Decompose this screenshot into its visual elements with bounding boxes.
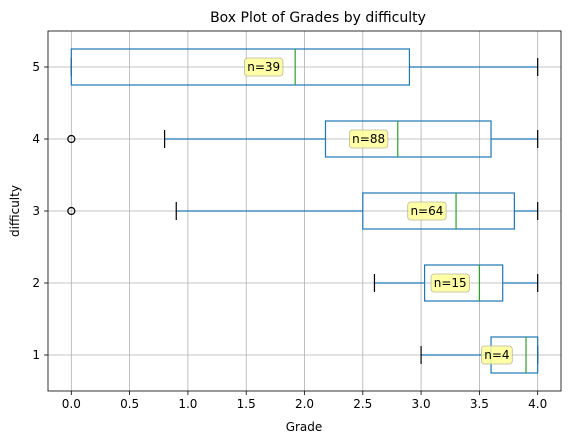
box-group-difficulty-2: n=15 xyxy=(374,265,537,301)
y-tick-label: 5 xyxy=(32,60,40,74)
count-label: n=64 xyxy=(410,204,443,218)
chart-title: Box Plot of Grades by difficulty xyxy=(210,10,426,26)
y-axis-ticks: 1 2 3 4 5 xyxy=(32,60,48,362)
x-tick-label: 0.0 xyxy=(62,397,81,411)
x-tick-label: 0.5 xyxy=(120,397,139,411)
count-label: n=15 xyxy=(434,276,467,290)
x-tick-label: 1.0 xyxy=(178,397,197,411)
x-tick-label: 1.5 xyxy=(237,397,256,411)
count-label: n=4 xyxy=(484,348,509,362)
x-tick-label: 2.5 xyxy=(353,397,372,411)
x-tick-label: 2.0 xyxy=(295,397,314,411)
x-tick-label: 4.0 xyxy=(528,397,547,411)
count-label: n=39 xyxy=(247,60,280,74)
count-label: n=88 xyxy=(352,132,385,146)
y-tick-label: 1 xyxy=(32,348,40,362)
x-tick-label: 3.5 xyxy=(470,397,489,411)
y-axis-label: difficulty xyxy=(8,185,22,237)
y-tick-label: 4 xyxy=(32,132,40,146)
x-tick-label: 3.0 xyxy=(412,397,431,411)
x-axis-ticks: 0.0 0.5 1.0 1.5 2.0 2.5 3.0 3.5 4.0 xyxy=(62,391,547,411)
x-axis-label: Grade xyxy=(286,420,323,434)
y-tick-label: 3 xyxy=(32,204,40,218)
y-tick-label: 2 xyxy=(32,276,40,290)
